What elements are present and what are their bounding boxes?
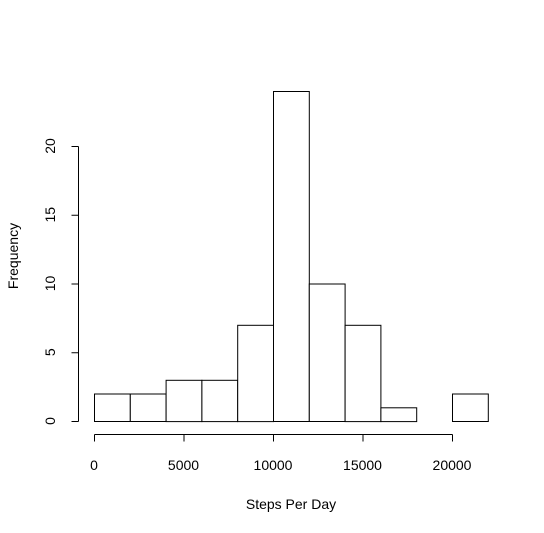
histogram-bar-2: [165, 379, 203, 423]
y-tick-label-5: 5: [42, 348, 58, 356]
x-axis-label: Steps Per Day: [246, 496, 336, 512]
y-axis: 0 5 10 15 20: [42, 138, 79, 425]
y-axis-label: Frequency: [5, 223, 21, 289]
x-tick-label-20000: 20000: [433, 457, 472, 473]
histogram-bar-3: [201, 379, 239, 423]
x-tick-label-5000: 5000: [168, 457, 199, 473]
histogram-bar-5: [273, 91, 310, 422]
histogram-bar-8: [380, 407, 418, 423]
histogram-bar-1: [129, 393, 167, 422]
y-tick-label-10: 10: [42, 276, 58, 292]
histogram-bar-4: [237, 324, 274, 423]
histogram-bar-6: [308, 283, 346, 422]
histogram-bars: [94, 91, 489, 423]
histogram-bar-0: [94, 393, 131, 422]
histogram-bar-10: [452, 393, 489, 422]
x-tick-label-10000: 10000: [254, 457, 293, 473]
x-axis: 0 5000 10000 15000 20000: [90, 434, 472, 473]
y-tick-label-15: 15: [42, 207, 58, 223]
y-tick-label-20: 20: [42, 138, 58, 154]
histogram-bar-7: [344, 324, 382, 423]
x-tick-label-0: 0: [90, 457, 98, 473]
y-tick-label-0: 0: [42, 417, 58, 425]
x-tick-label-15000: 15000: [343, 457, 382, 473]
